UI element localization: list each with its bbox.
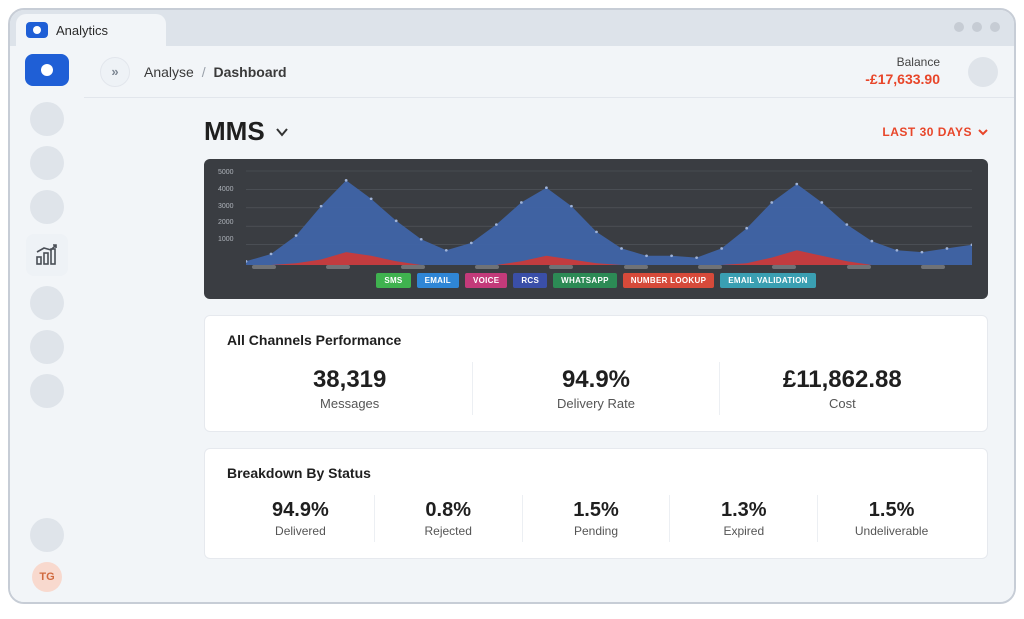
chart-x-tick xyxy=(772,265,796,269)
sidebar-item[interactable] xyxy=(30,102,64,136)
tab-title: Analytics xyxy=(56,23,108,38)
breakdown-card: Breakdown By Status 94.9% Delivered0.8% Re… xyxy=(204,448,988,559)
browser-tab-analytics[interactable]: Analytics xyxy=(16,14,166,46)
chart-x-tick xyxy=(549,265,573,269)
status-undeliverable: 1.5% Undeliverable xyxy=(817,495,965,542)
metric-label: Delivery Rate xyxy=(473,396,718,411)
metric-label: Cost xyxy=(720,396,965,411)
chart-y-label: 3000 xyxy=(218,203,234,210)
balance-label: Balance xyxy=(865,55,940,71)
metric-delivery-rate: 94.9% Delivery Rate xyxy=(472,362,718,415)
status-rejected: 0.8% Rejected xyxy=(374,495,522,542)
sidebar-item[interactable] xyxy=(30,518,64,552)
status-value: 1.5% xyxy=(523,499,670,522)
breadcrumb-parent[interactable]: Analyse xyxy=(144,64,194,80)
sidebar-item[interactable] xyxy=(30,286,64,320)
status-label: Pending xyxy=(523,524,670,538)
legend-badge-number-lookup[interactable]: NUMBER LOOKUP xyxy=(623,273,714,288)
user-menu[interactable] xyxy=(968,57,998,87)
sidebar-collapse-button[interactable]: » xyxy=(100,57,130,87)
analytics-icon xyxy=(34,242,60,268)
window-dot[interactable] xyxy=(954,22,964,32)
status-label: Rejected xyxy=(375,524,522,538)
topbar: » Analyse / Dashboard Balance -£17,633.9… xyxy=(84,46,1014,98)
main-scroll: MMS LAST 30 DAYS 500040003000200010 xyxy=(84,98,1014,602)
metric-value: 38,319 xyxy=(227,366,472,394)
page-title: MMS xyxy=(204,116,265,147)
sidebar-item[interactable] xyxy=(30,374,64,408)
performance-title: All Channels Performance xyxy=(227,332,965,348)
status-label: Delivered xyxy=(227,524,374,538)
sidebar-item-analytics[interactable] xyxy=(26,234,68,276)
page-header: MMS LAST 30 DAYS xyxy=(204,116,988,147)
legend-badge-email[interactable]: EMAIL xyxy=(417,273,459,288)
date-range-label: LAST 30 DAYS xyxy=(882,125,972,139)
metric-label: Messages xyxy=(227,396,472,411)
legend-badge-email-validation[interactable]: EMAIL VALIDATION xyxy=(720,273,815,288)
breadcrumb-separator: / xyxy=(202,64,206,80)
legend-badge-voice[interactable]: VOICE xyxy=(465,273,507,288)
sidebar-item[interactable] xyxy=(30,190,64,224)
balance-display: Balance -£17,633.90 xyxy=(865,55,940,89)
chart-y-label: 2000 xyxy=(218,219,234,226)
window-dot[interactable] xyxy=(972,22,982,32)
legend-badge-whatsapp[interactable]: WHATSAPP xyxy=(553,273,617,288)
chart-svg xyxy=(246,169,972,267)
metric-cost: £11,862.88 Cost xyxy=(719,362,965,415)
chart-x-tick xyxy=(401,265,425,269)
chart-y-label: 5000 xyxy=(218,169,234,176)
brand-logo[interactable] xyxy=(25,54,69,86)
app-window: Analytics xyxy=(8,8,1016,604)
textglobal-icon xyxy=(26,22,48,38)
browser-tabbar: Analytics xyxy=(10,10,1014,46)
user-avatar[interactable]: TG xyxy=(32,562,62,592)
chart-x-tick xyxy=(252,265,276,269)
status-value: 1.5% xyxy=(818,499,965,522)
sidebar-item[interactable] xyxy=(30,330,64,364)
status-delivered: 94.9% Delivered xyxy=(227,495,374,542)
chart-x-tick xyxy=(698,265,722,269)
chart-y-label: 4000 xyxy=(218,186,234,193)
status-pending: 1.5% Pending xyxy=(522,495,670,542)
sidebar: TG xyxy=(10,46,84,602)
chart-x-tick xyxy=(475,265,499,269)
status-value: 94.9% xyxy=(227,499,374,522)
legend-badge-sms[interactable]: SMS xyxy=(376,273,410,288)
window-controls xyxy=(954,22,1000,32)
chevron-down-icon xyxy=(978,127,988,137)
status-label: Expired xyxy=(670,524,817,538)
status-label: Undeliverable xyxy=(818,524,965,538)
status-value: 0.8% xyxy=(375,499,522,522)
window-dot[interactable] xyxy=(990,22,1000,32)
balance-value: -£17,633.90 xyxy=(865,70,940,88)
metric-value: £11,862.88 xyxy=(720,366,965,394)
metric-value: 94.9% xyxy=(473,366,718,394)
breadcrumb: Analyse / Dashboard xyxy=(144,64,287,80)
status-expired: 1.3% Expired xyxy=(669,495,817,542)
traffic-chart: 5000 4000 3000 2000 1000 SMS EMAIL VOICE RCS WHA… xyxy=(204,159,988,299)
channel-selector[interactable]: MMS xyxy=(204,116,289,147)
chart-y-label: 1000 xyxy=(218,236,234,243)
date-range-selector[interactable]: LAST 30 DAYS xyxy=(882,125,988,139)
chart-x-tick xyxy=(921,265,945,269)
chart-x-tick xyxy=(847,265,871,269)
metric-messages: 38,319 Messages xyxy=(227,362,472,415)
status-value: 1.3% xyxy=(670,499,817,522)
chart-legend: SMS EMAIL VOICE RCS WHATSAPP NUMBER LOOKUP EMA… xyxy=(214,273,978,288)
chart-x-tick xyxy=(624,265,648,269)
breakdown-title: Breakdown By Status xyxy=(227,465,965,481)
chevron-down-icon xyxy=(275,125,289,139)
chart-x-tick xyxy=(326,265,350,269)
sidebar-item[interactable] xyxy=(30,146,64,180)
performance-card: All Channels Performance 38,319 Messages9… xyxy=(204,315,988,432)
content: » Analyse / Dashboard Balance -£17,633.9… xyxy=(84,46,1014,602)
breadcrumb-current: Dashboard xyxy=(213,64,286,80)
legend-badge-rcs[interactable]: RCS xyxy=(513,273,547,288)
